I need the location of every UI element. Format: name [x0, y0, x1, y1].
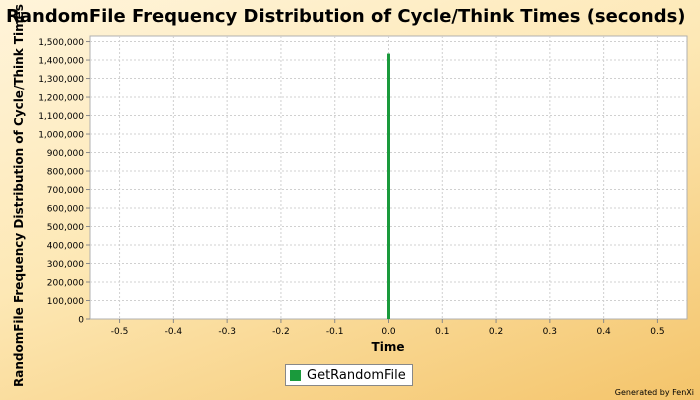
x-tick-label: 0.1 — [435, 327, 449, 337]
y-tick-label: 900,000 — [47, 149, 84, 159]
x-tick-label: 0.0 — [381, 327, 396, 337]
x-tick-label: 0.5 — [650, 327, 664, 337]
legend: GetRandomFile — [285, 364, 413, 386]
y-tick-label: 0 — [78, 316, 84, 326]
x-axis-label: Time — [372, 340, 405, 354]
x-tick-label: -0.1 — [326, 327, 344, 337]
legend-label: GetRandomFile — [307, 368, 406, 383]
y-tick-label: 500,000 — [47, 223, 84, 233]
legend-swatch — [290, 370, 301, 381]
x-tick-label: -0.3 — [218, 327, 236, 337]
y-tick-label: 300,000 — [47, 260, 84, 270]
bars — [387, 54, 390, 319]
x-tick-label: -0.5 — [111, 327, 129, 337]
x-tick-label: -0.2 — [272, 327, 290, 337]
chart-title: RandomFile Frequency Distribution of Cyc… — [6, 6, 686, 27]
y-axis-label: RandomFile Frequency Distribution of Cyc… — [12, 0, 26, 387]
y-tick-label: 100,000 — [47, 297, 84, 307]
x-tick-label: 0.4 — [596, 327, 611, 337]
x-tick-label: -0.4 — [165, 327, 183, 337]
y-tick-label: 1,500,000 — [38, 38, 84, 48]
bar-getrandomfile — [387, 54, 390, 319]
y-axis: 0 100,000 200,000 300,000 400,000 500,000 600,… — [38, 38, 90, 325]
y-tick-label: 1,400,000 — [38, 57, 84, 67]
y-tick-label: 1,200,000 — [38, 94, 84, 104]
y-tick-label: 800,000 — [47, 168, 84, 178]
x-tick-label: 0.3 — [543, 327, 557, 337]
x-tick-label: 0.2 — [489, 327, 503, 337]
y-tick-label: 1,100,000 — [38, 112, 84, 122]
y-tick-label: 1,300,000 — [38, 75, 84, 85]
y-tick-label: 600,000 — [47, 205, 84, 215]
generated-by-label: Generated by FenXi — [615, 388, 694, 397]
x-axis: -0.5 -0.4 -0.3 -0.2 -0.1 0.0 0.1 0.2 0.3 0.4 0.5 — [111, 319, 665, 337]
y-tick-label: 400,000 — [47, 242, 84, 252]
y-tick-label: 200,000 — [47, 279, 84, 289]
y-tick-label: 700,000 — [47, 186, 84, 196]
y-tick-label: 1,000,000 — [38, 131, 84, 141]
